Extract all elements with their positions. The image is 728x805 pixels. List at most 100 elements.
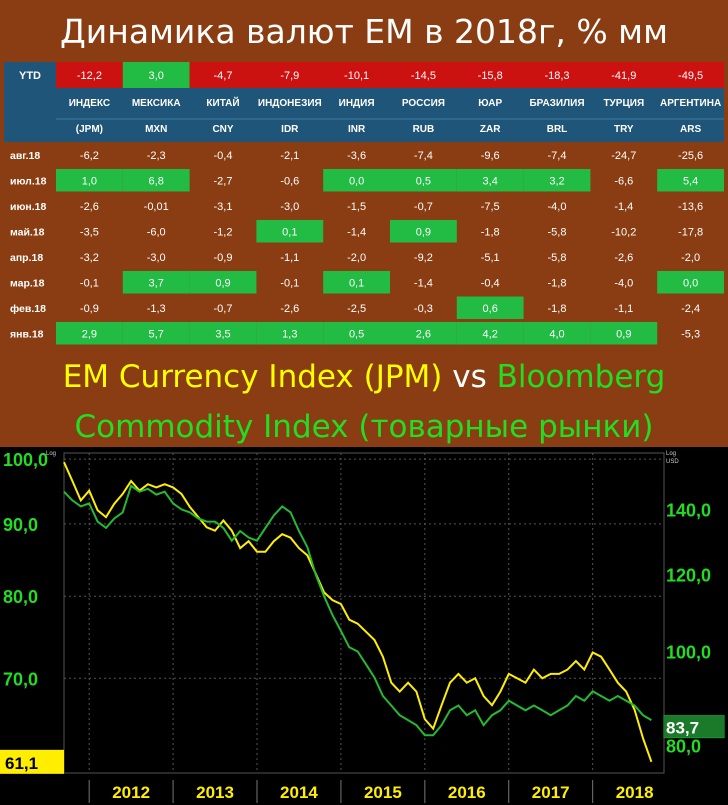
table-cell: -13,6 [678, 201, 703, 213]
row-label: янв.18 [10, 329, 44, 341]
column-header: БРАЗИЛИЯ [529, 98, 584, 109]
positive-cell [122, 169, 190, 192]
right-last-value-bg [664, 715, 724, 738]
x-tick-label: 2018 [616, 783, 654, 802]
table-cell: -3,2 [80, 252, 99, 264]
positive-cell [122, 322, 190, 345]
table-cell: 5,7 [149, 329, 164, 341]
table-cell: -5,3 [681, 329, 700, 341]
positive-cell [323, 322, 390, 345]
right-last-value: 83,7 [666, 719, 699, 738]
subtitle-vs: vs [452, 359, 487, 395]
table-cell: -0,4 [214, 150, 233, 162]
table-cell: 4,2 [483, 329, 498, 341]
positive-cell [256, 220, 324, 243]
subtitle-bloomberg: Bloomberg [496, 359, 666, 395]
table-cell: -25,6 [678, 150, 703, 162]
column-code: ZAR [480, 124, 501, 135]
column-header: ИНДИЯ [339, 98, 375, 109]
line-chart-svg: 2012201320142015201620172018201220132014… [0, 450, 728, 805]
ytd-value: -10,1 [344, 70, 369, 82]
table-cell: 0,0 [683, 278, 698, 290]
ytd-cell [122, 62, 190, 88]
table-cell: -1,8 [481, 227, 500, 239]
row-label: авг.18 [10, 150, 40, 162]
column-header: АРГЕНТИНА [660, 98, 721, 109]
table-cell: 1,3 [282, 329, 297, 341]
table-cell: -0,9 [80, 303, 99, 315]
left-tick-label: 70,0 [3, 669, 38, 689]
column-header: РОССИЯ [402, 98, 445, 109]
table-cell: -2,4 [681, 303, 700, 315]
right-axis-log-label: Log [666, 451, 676, 457]
table-cell: -2,0 [681, 252, 700, 264]
ytd-cell [456, 62, 524, 88]
table-cell: -6,6 [614, 176, 633, 188]
table-cell: -1,4 [347, 227, 366, 239]
table-cell: -0,9 [214, 252, 233, 264]
table-cell: -2,1 [280, 150, 299, 162]
column-code: RUB [413, 124, 435, 135]
table-cell: -1,1 [614, 303, 633, 315]
x-tick-label: 2016 [448, 783, 486, 802]
currency-table: YTD -12,2 3,0 -4,7 -7,9 -10,1 -14,5 -15,8 -18,3 -… [4, 62, 724, 346]
column-header: МЕКСИКА [132, 98, 181, 109]
table-cell: -0,01 [144, 201, 169, 213]
row-label: июл.18 [10, 176, 47, 188]
table-cell: -3,1 [214, 201, 233, 213]
table-cell: -4,0 [614, 278, 633, 290]
table-cell: 4,0 [549, 329, 564, 341]
table-cell: -1,4 [414, 278, 433, 290]
table-cell: -3,6 [347, 150, 366, 162]
column-header: ТУРЦИЯ [603, 98, 644, 109]
left-axis-log-label: Log [46, 451, 56, 457]
line-chart: 2012201320142015201620172018201220132014… [0, 447, 728, 805]
table-cell: -1,4 [614, 201, 633, 213]
positive-cell [56, 169, 123, 192]
table-cell: -2,7 [214, 176, 233, 188]
ytd-cell [657, 62, 724, 88]
column-code: ARS [680, 124, 701, 135]
ytd-value: -15,8 [478, 70, 503, 82]
ytd-cell [390, 62, 457, 88]
table-cell: -10,2 [611, 227, 636, 239]
table-cell: 3,7 [149, 278, 164, 290]
table-cell: -2,0 [347, 252, 366, 264]
table-cell: -1,5 [347, 201, 366, 213]
table-cell: -7,4 [414, 150, 433, 162]
table-cell: 0,9 [416, 227, 431, 239]
table-cell: -0,7 [414, 201, 433, 213]
table-cell: -1,1 [280, 252, 299, 264]
table-cell: -0,1 [80, 278, 99, 290]
table-cell: -9,6 [481, 150, 500, 162]
table-cell: 3,5 [215, 329, 230, 341]
column-header: ИНДЕКС [69, 98, 110, 109]
positive-cell [56, 322, 123, 345]
table-cell: -2,6 [80, 201, 99, 213]
header-bg [4, 88, 724, 142]
chart-subtitle: EM Currency Index (JPM) vs Bloomberg Com… [0, 352, 728, 452]
table-cell: 3,2 [549, 176, 564, 188]
table-cell: -1,8 [548, 303, 567, 315]
x-axis-band [0, 778, 728, 805]
table-cell: -2,3 [147, 150, 166, 162]
positive-cell [256, 322, 324, 345]
column-header: ЮАР [478, 98, 502, 109]
table-cell: -7,4 [548, 150, 567, 162]
table-cell: -1,3 [147, 303, 166, 315]
table-cell: -7,5 [481, 201, 500, 213]
positive-cell [657, 169, 724, 192]
right-tick-label: 140,0 [666, 500, 711, 520]
positive-cell [523, 169, 591, 192]
table-cell: 0,6 [483, 303, 498, 315]
positive-cell [590, 322, 658, 345]
ytd-cell [56, 62, 123, 88]
row-label: фев.18 [10, 303, 46, 315]
column-code: MXN [145, 124, 167, 135]
x-tick-label: 2013 [196, 783, 234, 802]
ytd-cell [590, 62, 658, 88]
table-cell: -24,7 [611, 150, 636, 162]
table-cell: -0,1 [280, 278, 299, 290]
positive-cell [390, 169, 457, 192]
column-code: BRL [547, 124, 568, 135]
